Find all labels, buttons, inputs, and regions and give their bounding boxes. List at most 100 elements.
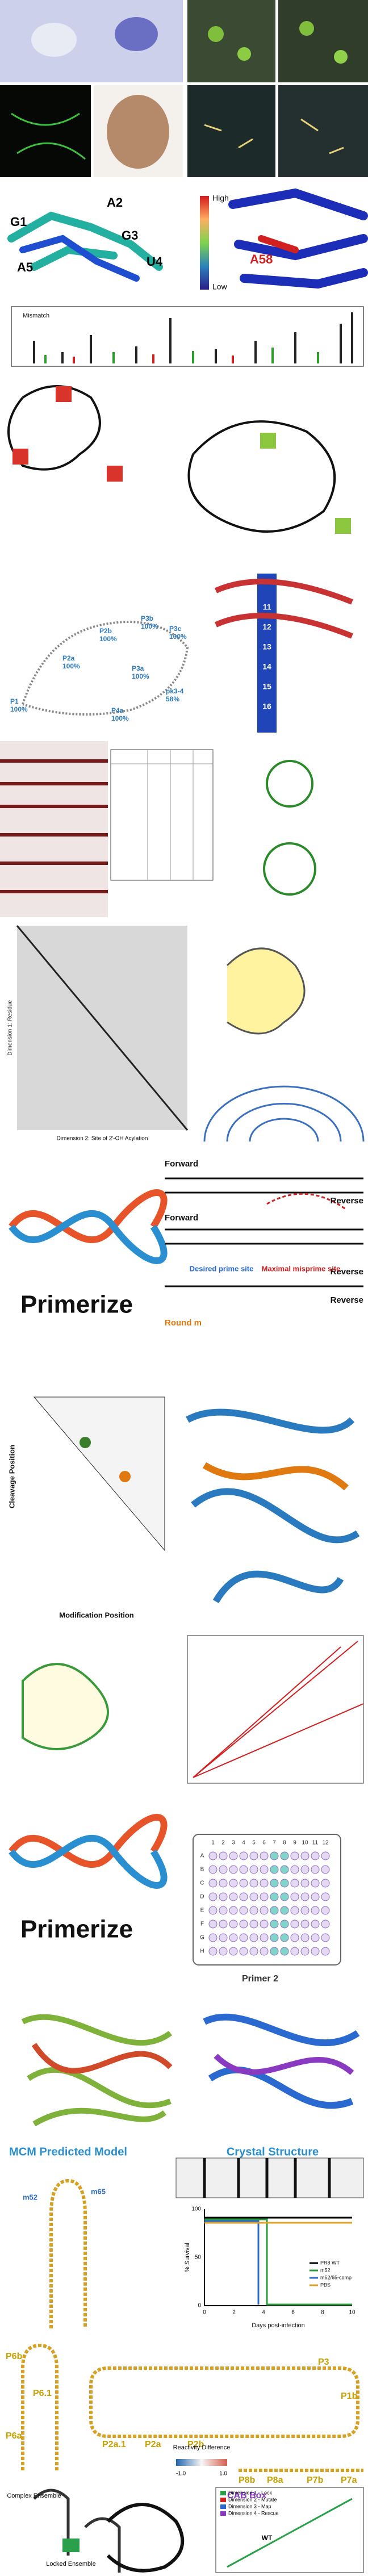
well [219, 1947, 228, 1956]
label: 15 [262, 682, 271, 691]
label: 100% [169, 633, 187, 641]
well [249, 1851, 258, 1860]
label: 0 [198, 2303, 201, 2309]
label: P7a [341, 2475, 357, 2485]
well [321, 1892, 330, 1901]
curve [204, 2220, 260, 2305]
label: PBS [320, 2282, 331, 2288]
well [321, 1879, 330, 1888]
well [260, 1920, 269, 1929]
label: Crystal Structure [227, 2146, 319, 2158]
column-label: 10 [302, 1840, 308, 1846]
column-label: 9 [293, 1840, 296, 1846]
label: Complex Ensemble [7, 2493, 61, 2499]
well [300, 1879, 310, 1888]
well [270, 1947, 279, 1956]
label: P1 [10, 697, 19, 705]
curve [204, 2218, 352, 2306]
legend-swatch [220, 2491, 226, 2495]
diagram [22, 1663, 109, 1750]
well [300, 1851, 310, 1860]
well [270, 1879, 279, 1888]
well [229, 1865, 238, 1874]
label: P3a [132, 664, 144, 672]
label: PR8 WT [320, 2260, 340, 2265]
label: P1b [341, 2391, 358, 2401]
seedling [299, 21, 314, 36]
well [229, 1892, 238, 1901]
row-label: H [200, 1948, 204, 1955]
flower [115, 17, 158, 51]
well [229, 1879, 238, 1888]
label: Modification Position [59, 1611, 133, 1619]
column-label: 7 [273, 1840, 276, 1846]
well [208, 1947, 218, 1956]
well [249, 1906, 258, 1915]
well [290, 1879, 299, 1888]
label: A5 [17, 260, 33, 274]
label: G3 [122, 228, 138, 242]
diagonal [16, 925, 189, 1131]
label: P8b [239, 2475, 256, 2485]
well [249, 1947, 258, 1956]
label: Forward [165, 1213, 198, 1223]
well [280, 1892, 289, 1901]
label: P2b [187, 2440, 204, 2449]
well [311, 1879, 320, 1888]
row-label: B [200, 1867, 204, 1873]
rna [33, 2489, 121, 2573]
photo [278, 85, 368, 177]
well [311, 1906, 320, 1915]
triangle-heatmap [33, 1396, 165, 1552]
rna-3d [31, 2043, 173, 2074]
well [239, 1933, 248, 1942]
label: P2b [99, 627, 112, 635]
well [280, 1933, 289, 1942]
bars [73, 354, 234, 363]
label: -1.0 [176, 2471, 186, 2477]
well [219, 1892, 228, 1901]
label: Reactivity Difference [173, 2444, 231, 2451]
column-label: 2 [221, 1840, 225, 1846]
label: P8a [267, 2475, 283, 2485]
well [280, 1906, 289, 1915]
well [239, 1879, 248, 1888]
spot [80, 1437, 91, 1448]
label: 16 [262, 702, 271, 711]
photo [187, 85, 275, 177]
x-mark [12, 449, 28, 465]
label: 14 [262, 662, 271, 671]
row-label: D [200, 1894, 204, 1900]
label: G1 [10, 215, 27, 229]
label: U4 [147, 254, 163, 269]
label: P6a [6, 2431, 22, 2441]
column-label: 4 [242, 1840, 245, 1846]
well [321, 1865, 330, 1874]
label: WT [262, 2534, 273, 2542]
bars [44, 348, 319, 363]
axes [204, 2209, 352, 2306]
well [219, 1851, 228, 1860]
label: 12 [262, 622, 271, 632]
footprint-bands [203, 2158, 331, 2198]
plot-lines [227, 2498, 353, 2568]
well [219, 1865, 228, 1874]
well [229, 1947, 238, 1956]
seedling [334, 50, 348, 64]
well [311, 1865, 320, 1874]
well [260, 1947, 269, 1956]
label: Forward [165, 1159, 198, 1169]
label: Reverse [331, 1295, 363, 1305]
well [321, 1906, 330, 1915]
column-label: 12 [322, 1840, 329, 1846]
well [311, 1933, 320, 1942]
label: A2 [107, 195, 123, 210]
label: Primerize [20, 1916, 133, 1943]
well [300, 1892, 310, 1901]
label: A58 [250, 252, 273, 266]
rna-3d [203, 2013, 360, 2109]
well [260, 1933, 269, 1942]
well [260, 1892, 269, 1901]
well [260, 1865, 269, 1874]
